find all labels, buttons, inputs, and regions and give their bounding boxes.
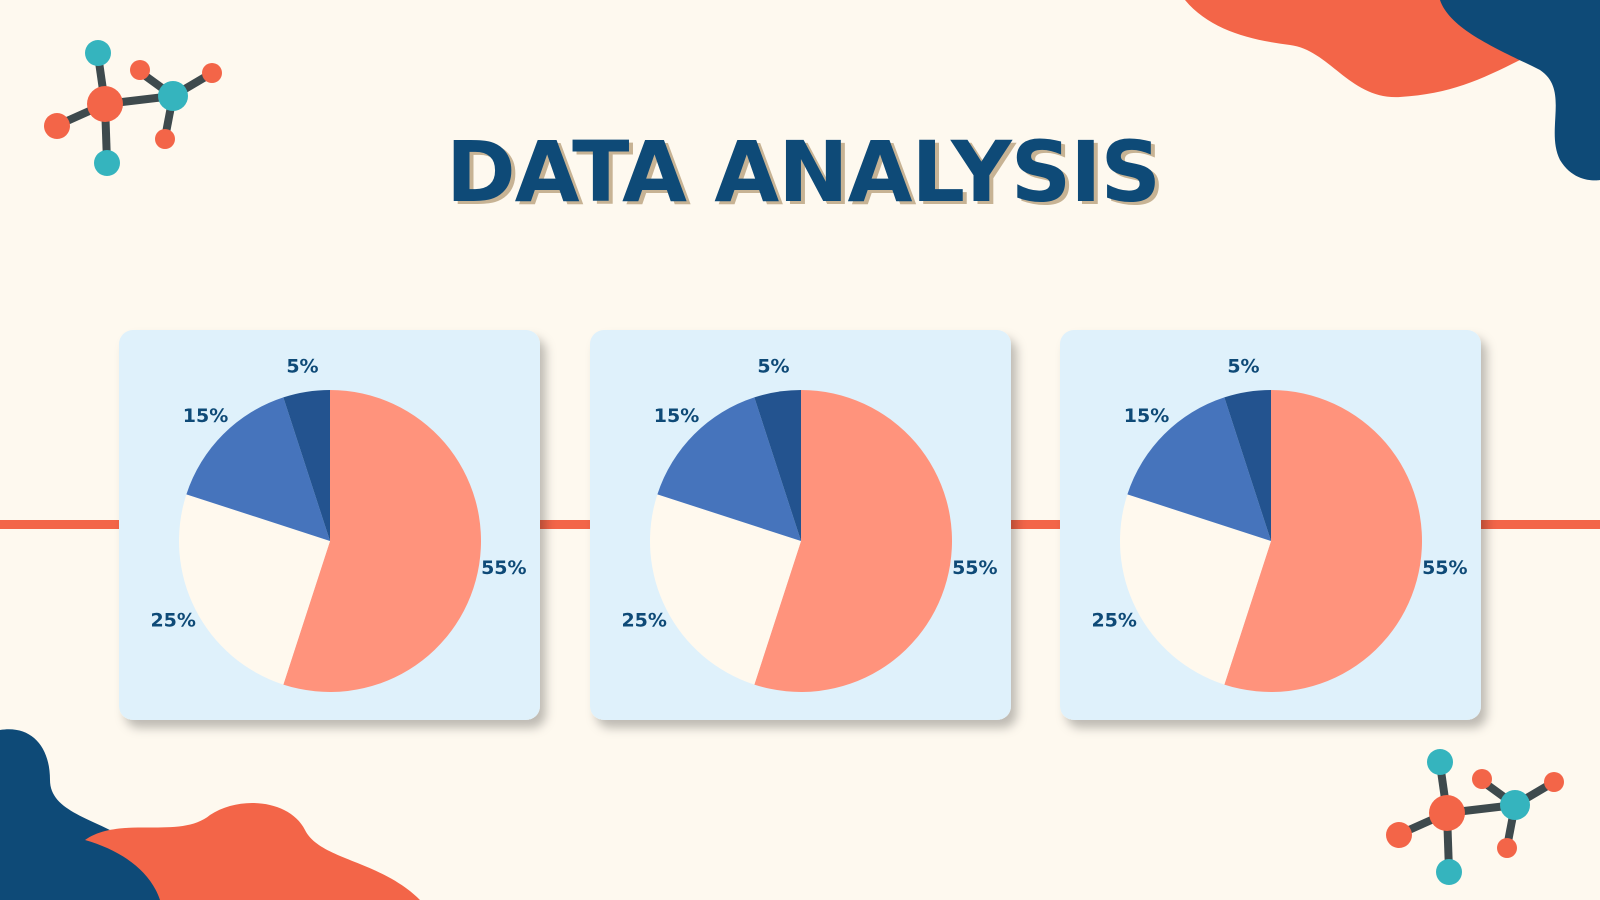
value-label: 5% xyxy=(1227,356,1259,378)
blob xyxy=(0,729,165,900)
pie-slice xyxy=(754,390,801,541)
blob xyxy=(85,803,420,900)
molecule xyxy=(44,40,222,176)
chart-card: 55% 25% 15% 5% xyxy=(1060,330,1481,720)
blob xyxy=(1185,0,1520,98)
molecule xyxy=(1386,749,1564,885)
value-label: 55% xyxy=(952,557,997,579)
value-label: 15% xyxy=(183,405,228,427)
chart-card: 55% 25% 15% 5% xyxy=(119,330,540,720)
pie-slice xyxy=(754,390,952,692)
pie-slice xyxy=(649,494,801,685)
value-label: 5% xyxy=(286,356,318,378)
pie-slice xyxy=(1120,494,1271,685)
value-label: 15% xyxy=(654,405,699,427)
value-label: 55% xyxy=(481,557,526,579)
pie-slice xyxy=(657,397,801,541)
chart-card: 55% 25% 15% 5% xyxy=(590,330,1011,720)
pie-slice xyxy=(1224,390,1422,693)
title-shadow: DATA ANALYSIS xyxy=(450,126,1164,224)
pie-slice xyxy=(1127,397,1271,541)
value-label: 15% xyxy=(1124,405,1169,427)
pie-slice xyxy=(178,494,330,685)
title: DATA ANALYSIS xyxy=(446,123,1160,221)
pie-slice xyxy=(186,397,330,541)
blob xyxy=(1440,0,1600,181)
pie-slice xyxy=(283,390,330,541)
pie-slice xyxy=(1224,390,1271,541)
value-label: 25% xyxy=(1091,609,1136,631)
value-label: 25% xyxy=(150,609,195,631)
value-label: 25% xyxy=(621,609,666,631)
pie-slice xyxy=(283,390,481,692)
charts: 55% 25% 15% 5% 55% 25% 15% 5% 55% 25% 15% 5% xyxy=(119,330,1481,720)
value-label: 55% xyxy=(1422,557,1467,579)
value-label: 5% xyxy=(757,356,789,378)
